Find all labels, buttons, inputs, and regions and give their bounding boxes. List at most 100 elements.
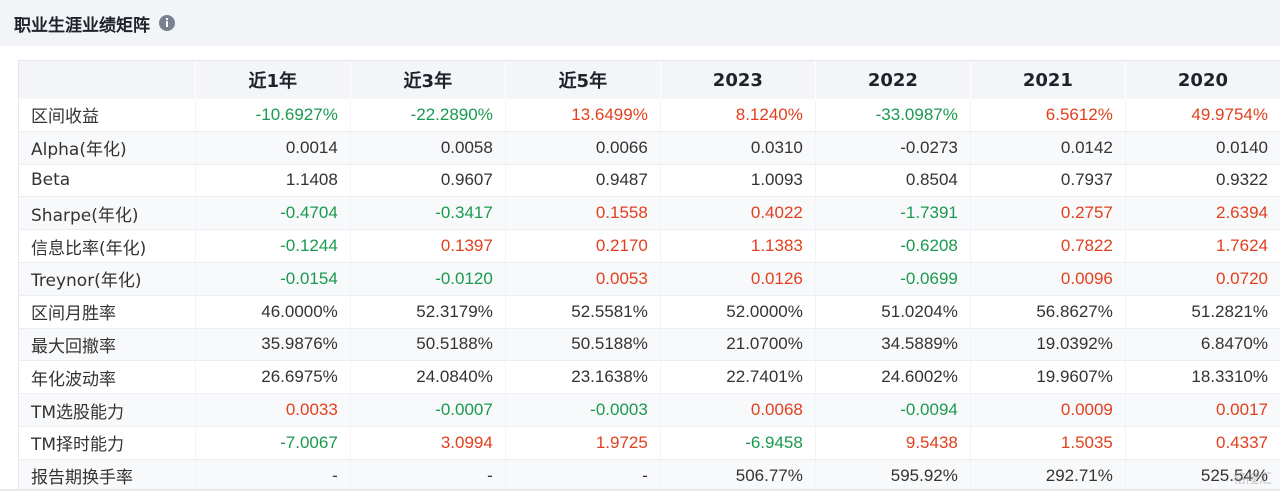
table-cell: 8.1240% <box>660 99 816 132</box>
table-cell: 19.0392% <box>970 328 1126 362</box>
row-label: 区间月胜率 <box>19 295 196 329</box>
table-row: 年化波动率 26.6975% 24.0840% 23.1638% 22.7401% 24.… <box>19 360 1280 395</box>
table-cell: 0.0017 <box>1125 393 1280 427</box>
row-label: 信息比率(年化) <box>19 229 196 263</box>
table-cell: 50.5188% <box>505 328 661 362</box>
table-cell: 18.3310% <box>1125 360 1280 395</box>
header-corner-cell <box>19 61 196 99</box>
table-cell: 19.9607% <box>970 360 1126 395</box>
table-cell: 0.9487 <box>505 164 661 198</box>
table-cell: 0.9607 <box>350 164 506 198</box>
performance-matrix-table: 近1年 近3年 近5年 2023 2022 2021 2020 区间收益 -10.… <box>18 60 1280 491</box>
table-cell: 292.71% <box>970 459 1126 491</box>
table-cell: 0.2170 <box>505 229 661 263</box>
table-cell: 0.0009 <box>970 393 1126 427</box>
row-label: 最大回撤率 <box>19 328 196 362</box>
table-cell: 51.2821% <box>1125 295 1280 329</box>
table-cell: 22.7401% <box>660 360 816 395</box>
row-label: Sharpe(年化) <box>19 196 196 231</box>
table-cell: 0.8504 <box>815 164 971 198</box>
table-cell: - <box>350 459 506 491</box>
table-cell: 0.1397 <box>350 229 506 263</box>
table-cell: -0.0120 <box>350 262 506 296</box>
table-cell: 46.0000% <box>195 295 351 329</box>
table-cell: 24.0840% <box>350 360 506 395</box>
table-cell: 1.9725 <box>505 426 661 460</box>
column-header[interactable]: 近5年 <box>505 61 661 99</box>
table-row: 报告期换手率 - - -506.77% 595.92% 292.71% 525.54% <box>19 459 1280 491</box>
row-label: 报告期换手率 <box>19 459 196 491</box>
table-cell: 0.9322 <box>1125 164 1280 198</box>
table-cell: 1.5035 <box>970 426 1126 460</box>
table-cell: 49.9754% <box>1125 99 1280 132</box>
table-cell: 0.4022 <box>660 196 816 231</box>
row-label: Treynor(年化) <box>19 262 196 296</box>
table-cell: 0.0053 <box>505 262 661 296</box>
table-cell: 0.2757 <box>970 196 1126 231</box>
table-cell: -0.0699 <box>815 262 971 296</box>
table-cell: 1.1408 <box>195 164 351 198</box>
table-cell: -1.7391 <box>815 196 971 231</box>
row-label: Alpha(年化) <box>19 131 196 165</box>
table-cell: 525.54% <box>1125 459 1280 491</box>
table-cell: - <box>195 459 351 491</box>
table-cell: 52.5581% <box>505 295 661 329</box>
table-cell: 0.7937 <box>970 164 1126 198</box>
table-row: 区间收益 -10.6927% -22.2890% 13.6499% 8.1240% -33… <box>19 99 1280 132</box>
table-cell: 0.0058 <box>350 131 506 165</box>
table-cell: 0.0140 <box>1125 131 1280 165</box>
table-row: TM择时能力 -7.0067 3.0994 1.9725 -6.9458 9.5438 1.… <box>19 426 1280 460</box>
table-cell: 0.0720 <box>1125 262 1280 296</box>
table-cell: 13.6499% <box>505 99 661 132</box>
table-cell: 34.5889% <box>815 328 971 362</box>
table-cell: -0.3417 <box>350 196 506 231</box>
table-cell: -0.1244 <box>195 229 351 263</box>
table-cell: 0.0068 <box>660 393 816 427</box>
table-cell: 51.0204% <box>815 295 971 329</box>
info-icon[interactable] <box>159 15 175 31</box>
table-cell: -22.2890% <box>350 99 506 132</box>
table-cell: 35.9876% <box>195 328 351 362</box>
section-title: 职业生涯业绩矩阵 <box>14 15 150 36</box>
table-cell: 0.0096 <box>970 262 1126 296</box>
table-cell: -0.6208 <box>815 229 971 263</box>
table-cell: 595.92% <box>815 459 971 491</box>
table-row: Sharpe(年化) -0.4704 -0.3417 0.1558 0.4022 -1.7… <box>19 196 1280 231</box>
table-cell: -0.0154 <box>195 262 351 296</box>
section-header: 职业生涯业绩矩阵 <box>0 0 1280 46</box>
row-label: 年化波动率 <box>19 360 196 395</box>
watermark-text: 格隆汇 <box>1232 472 1272 487</box>
table-cell: 0.0310 <box>660 131 816 165</box>
table-row: 区间月胜率 46.0000% 52.3179% 52.5581% 52.0000% 51.… <box>19 295 1280 329</box>
table-cell: 0.0033 <box>195 393 351 427</box>
column-header[interactable]: 2020 <box>1125 61 1280 99</box>
row-label: TM择时能力 <box>19 426 196 460</box>
table-cell: 2.6394 <box>1125 196 1280 231</box>
table-cell: - <box>505 459 661 491</box>
table-row: Beta 1.1408 0.9607 0.9487 1.0093 0.8504 0.7937… <box>19 164 1280 198</box>
table-cell: 506.77% <box>660 459 816 491</box>
table-cell: 1.7624 <box>1125 229 1280 263</box>
table-cell: 0.0066 <box>505 131 661 165</box>
table-cell: 6.8470% <box>1125 328 1280 362</box>
column-header[interactable]: 2023 <box>660 61 816 99</box>
table-cell: 9.5438 <box>815 426 971 460</box>
table-cell: 23.1638% <box>505 360 661 395</box>
column-header[interactable]: 2022 <box>815 61 971 99</box>
column-header[interactable]: 近1年 <box>195 61 351 99</box>
table-cell: 1.0093 <box>660 164 816 198</box>
table-row: TM选股能力 0.0033 -0.0007 -0.0003 0.0068 -0.0094 0… <box>19 393 1280 427</box>
table-cell: 0.0126 <box>660 262 816 296</box>
table-row: 信息比率(年化) -0.1244 0.1397 0.2170 1.1383 -0.6208… <box>19 229 1280 263</box>
table-cell: -0.0007 <box>350 393 506 427</box>
column-header[interactable]: 2021 <box>970 61 1126 99</box>
row-label: TM选股能力 <box>19 393 196 427</box>
table-cell: -7.0067 <box>195 426 351 460</box>
table-row: 最大回撤率 35.9876% 50.5188% 50.5188% 21.0700% 34.… <box>19 328 1280 362</box>
table-cell: 52.3179% <box>350 295 506 329</box>
table-cell: 0.0014 <box>195 131 351 165</box>
column-header[interactable]: 近3年 <box>350 61 506 99</box>
table-cell: 21.0700% <box>660 328 816 362</box>
table-cell: -10.6927% <box>195 99 351 132</box>
table-cell: -0.0094 <box>815 393 971 427</box>
